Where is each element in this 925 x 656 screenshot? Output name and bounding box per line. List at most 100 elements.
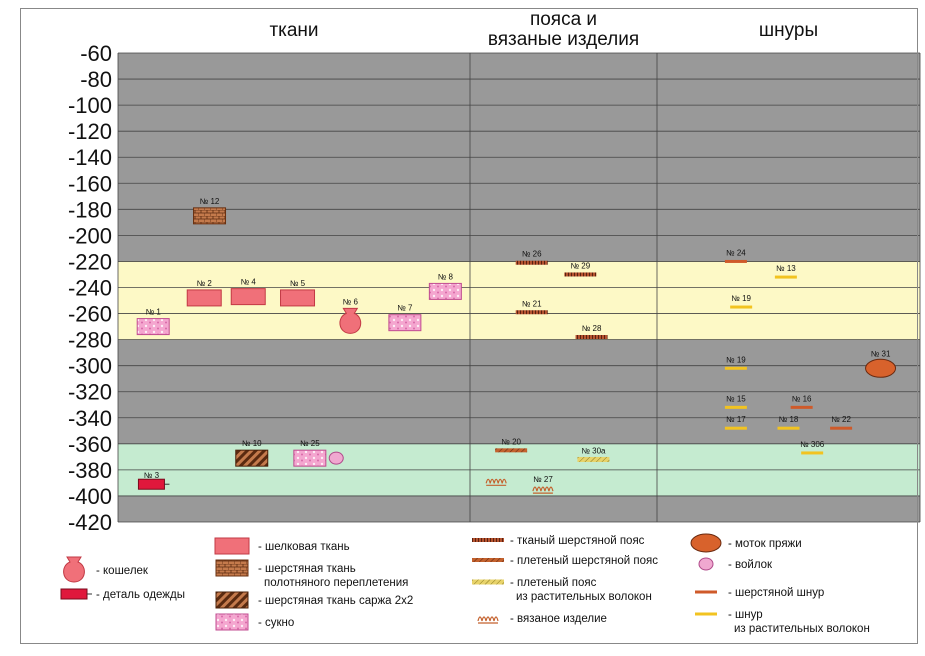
legend-label: - шнур из растительных волокон [728, 609, 870, 635]
artifact-label: № 2 [197, 279, 213, 288]
y-tick-label: -240 [68, 276, 112, 301]
artifact-label: № 29 [570, 261, 590, 270]
artifact-label: № 19 [731, 294, 751, 303]
artifact-item: № 10 [235, 439, 269, 467]
y-tick-label: -380 [68, 458, 112, 483]
y-tick-label: -140 [68, 145, 112, 170]
braided-belt-marker [495, 448, 528, 453]
y-tick-label: -220 [68, 249, 112, 274]
plant-cord-marker [801, 451, 824, 455]
legend-label: - плетеный шерстяной пояс [510, 555, 658, 567]
y-tick-label: -360 [68, 432, 112, 457]
artifact-item: № 26 [515, 250, 548, 265]
cloth-marker [388, 314, 422, 332]
artifact-item: № 306 [800, 440, 825, 455]
artifact-item: № 1 [136, 308, 170, 336]
wool-cord-marker [790, 405, 813, 409]
legend-woven-belt-swatch [472, 538, 504, 542]
legend-label: - моток пряжи [728, 538, 802, 550]
artifact-label: № 20 [501, 437, 521, 446]
artifact-item: № 19 [730, 294, 753, 309]
artifact-label: № 22 [831, 415, 851, 424]
legend-label: - тканый шерстяной пояс [510, 535, 645, 547]
column-titles: ткани пояса и вязаные изделия шнуры [269, 9, 818, 50]
y-tick-label: -180 [68, 197, 112, 222]
legend-plant-cord-swatch [695, 612, 717, 616]
wool-cord-marker [724, 259, 747, 263]
knitted-marker [485, 478, 507, 486]
artifact-item: № 30а [577, 446, 610, 462]
artifact-label: № 16 [792, 394, 812, 403]
artifact-item [485, 478, 507, 486]
artifact-label: № 3 [144, 471, 160, 480]
artifact-item: № 21 [515, 299, 548, 315]
woven-belt-marker [575, 335, 608, 340]
artifact-label: № 25 [300, 439, 320, 448]
artifact-label: № 18 [779, 415, 799, 424]
pouch-marker [339, 307, 362, 334]
legend-entry: - шерстяная ткань полотняного переплетени… [215, 559, 408, 589]
plant-cord-marker [774, 275, 797, 279]
legend-wool-cord-swatch [695, 590, 717, 594]
woven-belt-marker [564, 272, 597, 277]
silk-fabric-marker [230, 288, 266, 306]
plant-cord-marker [724, 426, 747, 430]
legend: - кошелек - деталь одежды - шелковая ткань… [60, 533, 870, 635]
legend-felt-ball-swatch [698, 557, 714, 571]
artifact-label: № 27 [533, 475, 553, 484]
artifact-item: № 19 [724, 355, 747, 370]
artifact-item: № 29 [564, 261, 597, 277]
knitted-marker [532, 486, 554, 494]
silk-fabric-marker [280, 289, 316, 307]
artifact-item: № 8 [428, 272, 462, 300]
legend-entry: - плетеный пояс из растительных волокон [472, 577, 652, 603]
artifact-label: № 5 [290, 279, 306, 288]
artifact-item: № 24 [724, 248, 747, 263]
y-tick-label: -300 [68, 354, 112, 379]
legend-braided-belt-swatch [472, 558, 504, 562]
artifact-item: № 27 [532, 475, 554, 494]
legend-felt-cloth-swatch [215, 613, 249, 631]
y-tick-label: -80 [80, 67, 112, 92]
legend-entry: - войлок [698, 557, 773, 571]
legend-wool-twill-swatch [215, 591, 249, 609]
plant-belt-marker [577, 456, 610, 462]
legend-plant-belt-swatch [472, 579, 504, 585]
cloth-marker [293, 449, 327, 467]
artifact-label: № 28 [582, 324, 602, 333]
artifact-label: № 8 [438, 272, 454, 281]
artifact-label: № 12 [200, 197, 220, 206]
plant-cord-marker [724, 405, 747, 409]
column-title-2: пояса и вязаные изделия [488, 9, 639, 50]
artifact-item: № 16 [790, 394, 813, 409]
artifact-item: № 20 [495, 437, 528, 453]
silk-fabric-marker [186, 289, 222, 307]
legend-entry: - плетеный шерстяной пояс [472, 555, 658, 567]
artifact-item: № 3 [137, 471, 170, 490]
artifact-item: № 17 [724, 415, 747, 430]
legend-label: - шерстяная ткань полотняного переплетени… [258, 563, 408, 589]
artifact-item: № 5 [280, 279, 316, 307]
artifact-item: № 6 [339, 297, 362, 334]
column-title-3: шнуры [759, 20, 818, 41]
legend-label: - шерстяной шнур [728, 587, 824, 599]
wool-plain-fabric-marker [193, 207, 227, 225]
chart-frame [20, 8, 918, 644]
artifact-item: № 25 [293, 439, 327, 467]
artifact-item: № 4 [230, 278, 266, 306]
plant-cord-marker [777, 426, 800, 430]
artifact-label: № 31 [871, 349, 891, 358]
legend-entry: - шелковая ткань [214, 537, 350, 555]
artifact-item: № 13 [774, 264, 797, 279]
artifact-label: № 19 [726, 355, 746, 364]
artifact-label: № 1 [146, 308, 162, 317]
artifact-item: № 22 [830, 415, 853, 430]
artifact-item: № 31 [865, 349, 897, 378]
y-tick-label: -60 [80, 41, 112, 66]
legend-yarn-skein-swatch [690, 533, 722, 553]
artifact-label: № 6 [343, 297, 359, 306]
legend-label: - войлок [728, 559, 773, 571]
cloth-marker [428, 282, 462, 300]
